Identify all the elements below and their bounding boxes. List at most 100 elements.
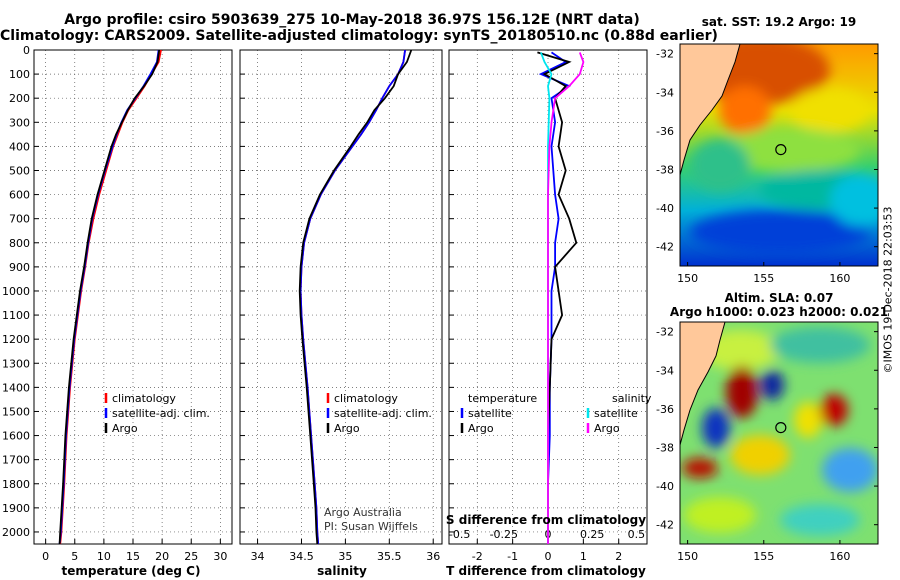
s-difference-axis-label: S difference from climatology bbox=[446, 513, 646, 527]
map-x-tick-label: 160 bbox=[829, 272, 850, 285]
map-y-tick-label: -38 bbox=[656, 441, 674, 454]
y-tick-label: 1200 bbox=[2, 333, 30, 346]
legend-label: climatology bbox=[334, 392, 398, 405]
map-x-tick-label: 155 bbox=[753, 272, 774, 285]
series-line bbox=[540, 52, 553, 544]
y-tick-label: 500 bbox=[9, 164, 30, 177]
series-line bbox=[298, 49, 413, 545]
plot-frame bbox=[33, 49, 233, 545]
y-tick-label: 600 bbox=[9, 189, 30, 202]
y-tick-label: 100 bbox=[9, 68, 30, 81]
sst-float-marker bbox=[775, 143, 787, 156]
sla-map-title: Altim. SLA: 0.07 bbox=[725, 291, 834, 305]
map-y-tick-label: -40 bbox=[656, 202, 674, 215]
y-tick-label: 200 bbox=[9, 92, 30, 105]
annotation-pi-name: PI: Susan Wijffels bbox=[324, 520, 418, 533]
x-tick-label: 0 bbox=[42, 550, 49, 563]
sst-map: sat. SST: 19.2 Argo: 19 150 155 160 -32 -34 -… bbox=[656, 15, 879, 285]
map-y-tick-label: -32 bbox=[656, 48, 674, 61]
series-line bbox=[59, 49, 162, 545]
map-y-tick-label: -36 bbox=[656, 125, 674, 138]
chart-title-line-1: Argo profile: csiro 5903639_275 10-May-2… bbox=[64, 12, 640, 28]
map-y-tick-label: -42 bbox=[656, 519, 674, 532]
x-tick-label: 15 bbox=[126, 550, 140, 563]
temperature-axis-label: temperature (deg C) bbox=[62, 564, 201, 578]
y-tick-label: 1400 bbox=[2, 381, 30, 394]
map-y-tick-label: -42 bbox=[656, 241, 674, 254]
y-tick-label: 1500 bbox=[2, 405, 30, 418]
legend-label: Argo bbox=[594, 422, 620, 435]
s-diff-tick-label: -0.25 bbox=[490, 528, 518, 541]
chart-title-line-2: Climatology: CARS2009. Satellite-adjuste… bbox=[0, 28, 718, 44]
x-tick-label: 0 bbox=[545, 550, 552, 563]
map-y-tick-label: -34 bbox=[656, 364, 674, 377]
s-diff-tick-label: -0.5 bbox=[449, 528, 470, 541]
y-tick-label: 800 bbox=[9, 237, 30, 250]
y-tick-label: 900 bbox=[9, 261, 30, 274]
x-tick-label: 35.5 bbox=[377, 550, 402, 563]
s-diff-tick-label: 0.5 bbox=[628, 528, 646, 541]
series-line bbox=[299, 49, 406, 545]
x-tick-label: 20 bbox=[155, 550, 169, 563]
x-tick-label: 34.5 bbox=[289, 550, 314, 563]
legend-label: Argo bbox=[112, 422, 138, 435]
x-tick-label: 30 bbox=[213, 550, 227, 563]
y-tick-label: 1900 bbox=[2, 502, 30, 515]
map-y-tick-label: -32 bbox=[656, 326, 674, 339]
temperature-panel: 0 5 10 15 20 25 300100200300400500600700800900… bbox=[2, 44, 233, 563]
x-tick-label: 34 bbox=[251, 550, 265, 563]
x-tick-label: -1 bbox=[507, 550, 518, 563]
map-x-tick-label: 160 bbox=[829, 550, 850, 563]
legend-label: Argo bbox=[334, 422, 360, 435]
legend-label: satellite bbox=[594, 407, 638, 420]
plot-frame bbox=[239, 49, 443, 545]
map-y-tick-label: -34 bbox=[656, 86, 674, 99]
legend-label: Argo bbox=[468, 422, 494, 435]
map-y-tick-label: -36 bbox=[656, 403, 674, 416]
series-line bbox=[538, 51, 572, 544]
y-tick-label: 1800 bbox=[2, 478, 30, 491]
series-line bbox=[299, 49, 406, 545]
series-line bbox=[547, 52, 585, 544]
legend-label: climatology bbox=[112, 392, 176, 405]
x-tick-label: 5 bbox=[71, 550, 78, 563]
y-tick-label: 0 bbox=[23, 44, 30, 57]
sla-float-marker bbox=[775, 421, 787, 434]
y-tick-label: 700 bbox=[9, 213, 30, 226]
s-diff-tick-label: 0.25 bbox=[580, 528, 605, 541]
y-tick-label: 1700 bbox=[2, 454, 30, 467]
y-tick-label: 1100 bbox=[2, 309, 30, 322]
legend-title-temperature: temperature bbox=[468, 392, 537, 405]
t-difference-axis-label: T difference from climatology bbox=[446, 564, 646, 578]
y-tick-label: 1000 bbox=[2, 285, 30, 298]
salinity-panel: 34 34.5 35 35.5 36 climatology satellite-adj. … bbox=[239, 49, 443, 563]
x-tick-label: 10 bbox=[97, 550, 111, 563]
map-x-tick-label: 155 bbox=[753, 550, 774, 563]
y-tick-label: 400 bbox=[9, 140, 30, 153]
sla-map-axes: 150 155 160 -32 -34 -36 -38 -40 -42 bbox=[656, 326, 878, 563]
legend-title-salinity: salinity bbox=[612, 392, 652, 405]
sla-map-subtitle: Argo h1000: 0.023 h2000: 0.021 bbox=[670, 305, 888, 319]
map-x-tick-label: 150 bbox=[677, 272, 698, 285]
y-tick-label: 2000 bbox=[2, 526, 30, 539]
sla-map: Altim. SLA: 0.07 Argo h1000: 0.023 h2000… bbox=[656, 291, 888, 563]
legend-label: satellite bbox=[468, 407, 512, 420]
salinity-axis-label: salinity bbox=[317, 564, 367, 578]
sst-map-axes: 150 155 160 -32 -34 -36 -38 -40 -42 bbox=[656, 48, 878, 285]
sst-map-title: sat. SST: 19.2 Argo: 19 bbox=[702, 15, 856, 29]
x-tick-label: 35 bbox=[338, 550, 352, 563]
legend-label: satellite-adj. clim. bbox=[334, 407, 432, 420]
series-line bbox=[58, 49, 161, 545]
series-line bbox=[537, 51, 578, 544]
x-tick-label: 2 bbox=[615, 550, 622, 563]
x-tick-label: 25 bbox=[184, 550, 198, 563]
annotation-argo-australia: Argo Australia bbox=[324, 506, 402, 519]
x-tick-label: 36 bbox=[426, 550, 440, 563]
y-tick-label: 1600 bbox=[2, 430, 30, 443]
map-y-tick-label: -38 bbox=[656, 163, 674, 176]
map-x-tick-label: 150 bbox=[677, 550, 698, 563]
imos-timestamp: ©IMOS 19-Dec-2018 22:03:53 bbox=[881, 206, 895, 374]
legend-label: satellite-adj. clim. bbox=[112, 407, 210, 420]
